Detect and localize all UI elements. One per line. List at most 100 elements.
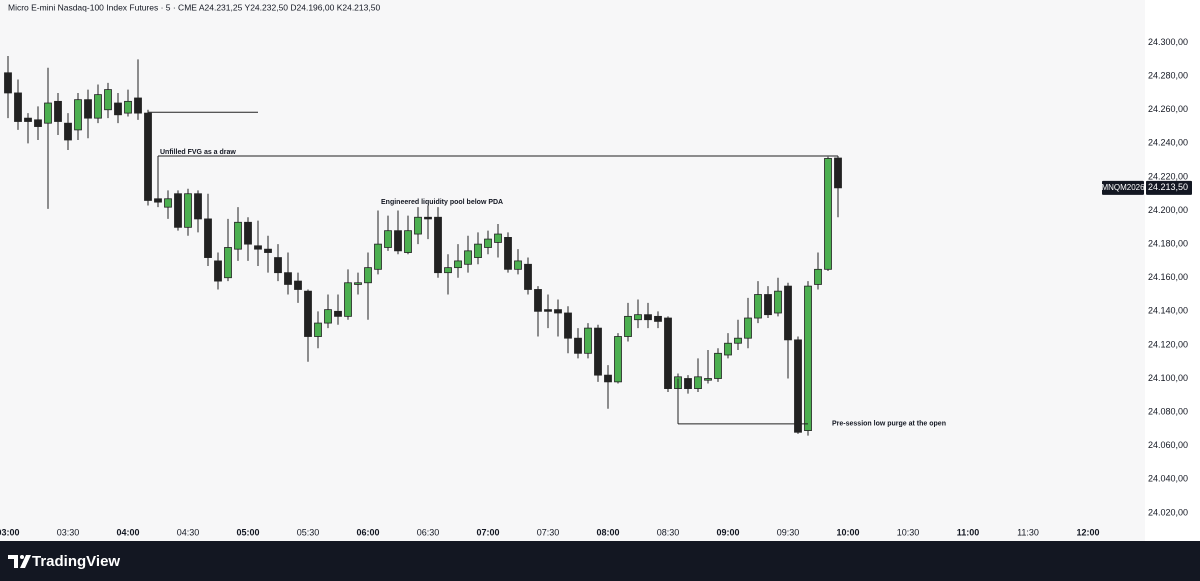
candle-body: [774, 290, 782, 314]
candle-body: [314, 322, 322, 337]
symbol-label: MNQM2026: [1101, 183, 1145, 192]
candle-body: [204, 218, 212, 258]
candle-body: [564, 312, 572, 339]
candle-body: [344, 282, 352, 317]
brand-name: TradingView: [32, 553, 120, 570]
candle-body: [224, 247, 232, 279]
candle-body: [454, 260, 462, 269]
candle-body: [494, 233, 502, 243]
candle-body: [634, 314, 642, 321]
x-tick-label: 07:30: [537, 527, 560, 537]
candle-body: [724, 342, 732, 356]
candle-body: [194, 193, 202, 220]
x-tick-label: 11:30: [1017, 527, 1039, 537]
candle-body: [734, 337, 742, 344]
x-tick-label: 03:00: [0, 527, 20, 537]
candle-body: [784, 285, 792, 341]
y-tick-label: 24.300,00: [1148, 37, 1188, 47]
candle-body: [424, 216, 432, 220]
y-tick-label: 24.020,00: [1148, 507, 1188, 517]
candle-body: [404, 230, 412, 253]
candle-body: [254, 245, 262, 250]
candle-body: [74, 99, 82, 131]
candle-body: [84, 99, 92, 119]
y-tick-label: 24.080,00: [1148, 406, 1188, 416]
candle-body: [834, 157, 842, 189]
candle-body: [394, 230, 402, 252]
x-tick-label: 08:30: [657, 527, 680, 537]
candle-body: [434, 216, 442, 274]
candle-body: [244, 221, 252, 245]
candle-body: [44, 102, 52, 124]
candle-body: [294, 280, 302, 290]
candle-body: [144, 112, 152, 201]
y-tick-label: 24.160,00: [1148, 272, 1188, 282]
candle-body: [484, 238, 492, 248]
candle-body: [24, 117, 32, 122]
candle-body: [744, 317, 752, 339]
candle-body: [124, 100, 132, 114]
candle-body: [14, 92, 22, 122]
candle-body: [584, 327, 592, 354]
candle-body: [824, 158, 832, 270]
x-tick-label: 10:00: [836, 527, 859, 537]
candle-body: [54, 100, 62, 122]
y-tick-label: 24.120,00: [1148, 339, 1188, 349]
candle-body: [444, 267, 452, 274]
candle-body: [34, 119, 42, 127]
candle-body: [804, 285, 812, 431]
y-tick-label: 24.180,00: [1148, 238, 1188, 248]
candle-body: [134, 97, 142, 114]
candle-body: [514, 260, 522, 270]
y-tick-label: 24.260,00: [1148, 104, 1188, 114]
candle-body: [644, 314, 652, 321]
annotation-text: Unfilled FVG as a draw: [160, 149, 236, 156]
candle-body: [4, 72, 12, 94]
y-tick-label: 24.140,00: [1148, 306, 1188, 316]
candle-body: [524, 263, 532, 290]
candle-body: [664, 317, 672, 389]
brand-logo: [8, 555, 31, 568]
candle-body: [704, 378, 712, 381]
candle-body: [414, 216, 422, 235]
y-tick-label: 24.100,00: [1148, 373, 1188, 383]
x-tick-label: 10:30: [897, 527, 920, 537]
candle-body: [544, 309, 552, 312]
y-tick-label: 24.240,00: [1148, 138, 1188, 148]
x-tick-label: 04:00: [116, 527, 139, 537]
candle-body: [594, 327, 602, 376]
y-tick-label: 24.220,00: [1148, 171, 1188, 181]
candle-body: [174, 193, 182, 228]
x-tick-label: 05:00: [236, 527, 259, 537]
x-tick-label: 06:30: [417, 527, 440, 537]
candle-body: [284, 272, 292, 285]
candle-body: [384, 230, 392, 248]
candle-body: [534, 289, 542, 312]
candle-body: [264, 248, 272, 253]
y-tick-label: 24.200,00: [1148, 205, 1188, 215]
annotation-text: Pre-session low purge at the open: [832, 421, 946, 428]
candle-body: [554, 309, 562, 314]
chart-title: Micro E-mini Nasdaq-100 Index Futures · …: [8, 2, 380, 12]
candle-body: [274, 257, 282, 274]
candle-body: [324, 309, 332, 324]
candle-body: [714, 352, 722, 379]
x-tick-label: 12:00: [1076, 527, 1099, 537]
plot-background: [0, 0, 1145, 541]
price-tag-label: 24.213,50: [1148, 182, 1188, 192]
x-tick-label: 09:00: [716, 527, 739, 537]
candle-body: [604, 374, 612, 383]
x-tick-label: 08:00: [596, 527, 619, 537]
candle-body: [794, 339, 802, 433]
y-tick-label: 24.280,00: [1148, 71, 1188, 81]
x-tick-label: 07:00: [476, 527, 499, 537]
x-tick-label: 11:00: [957, 527, 980, 537]
candle-body: [754, 294, 762, 319]
candle-body: [614, 336, 622, 383]
x-tick-label: 09:30: [777, 527, 800, 537]
candle-body: [104, 89, 112, 111]
candle-body: [464, 250, 472, 265]
footer-bar: [0, 541, 1200, 581]
price-tag: [1146, 180, 1192, 195]
